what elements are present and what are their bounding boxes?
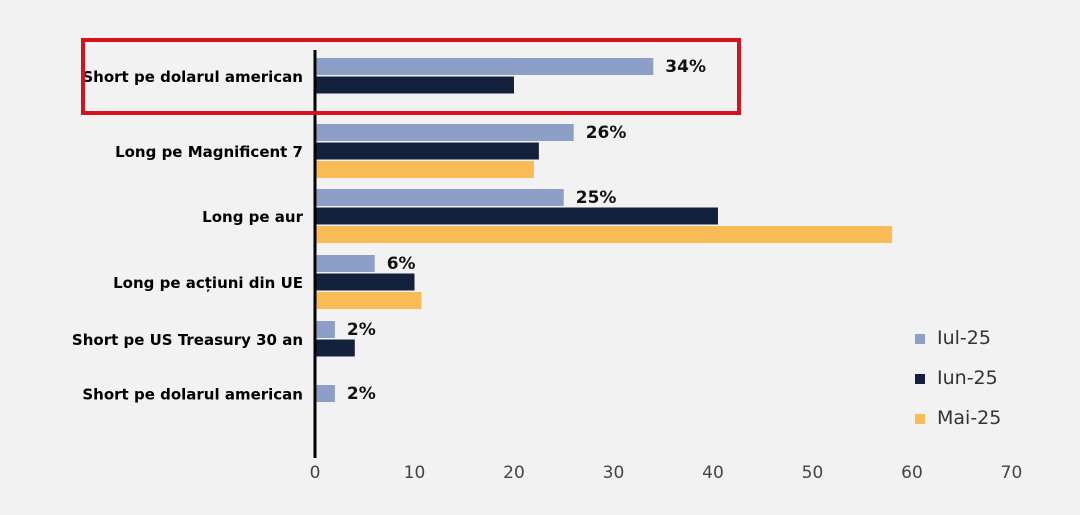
data-label: 34% bbox=[665, 57, 706, 77]
bar-iun-25-1 bbox=[315, 142, 539, 160]
bar-iul-25-3 bbox=[315, 255, 375, 272]
x-tick-label: 10 bbox=[404, 463, 426, 483]
legend-label: Iun-25 bbox=[937, 367, 998, 389]
bar-iul-25-5 bbox=[315, 385, 335, 402]
bar-mai-25-2 bbox=[315, 226, 893, 243]
data-label: 2% bbox=[347, 384, 376, 404]
category-label: Long pe acțiuni din UE bbox=[113, 274, 303, 292]
legend-label: Mai-25 bbox=[937, 407, 1001, 429]
bar-mai-25-1 bbox=[315, 161, 534, 178]
x-tick-label: 20 bbox=[503, 463, 525, 483]
data-label: 6% bbox=[387, 254, 416, 274]
category-label: Short pe dolarul american bbox=[82, 68, 303, 86]
legend-swatch-iul-25 bbox=[915, 334, 925, 344]
bar-iun-25-3 bbox=[315, 273, 415, 291]
x-tick-label: 60 bbox=[901, 463, 923, 483]
legend-label: Iul-25 bbox=[937, 327, 991, 349]
x-tick-label: 30 bbox=[603, 463, 625, 483]
x-tick-label: 70 bbox=[1001, 463, 1023, 483]
highlight-box bbox=[81, 38, 741, 115]
bar-iun-25-2 bbox=[315, 207, 718, 225]
bar-iul-25-2 bbox=[315, 189, 564, 206]
bar-iul-25-1 bbox=[315, 124, 574, 141]
bar-iun-25-0 bbox=[315, 76, 514, 94]
data-label: 25% bbox=[576, 188, 617, 208]
x-tick-label: 40 bbox=[702, 463, 724, 483]
category-label: Short pe dolarul american bbox=[82, 386, 303, 404]
x-tick-label: 0 bbox=[310, 463, 321, 483]
bar-mai-25-3 bbox=[315, 292, 422, 309]
legend-swatch-mai-25 bbox=[915, 414, 925, 424]
category-label: Long pe aur bbox=[202, 208, 303, 226]
bar-iul-25-4 bbox=[315, 321, 335, 338]
bar-iun-25-4 bbox=[315, 339, 355, 357]
legend-swatch-iun-25 bbox=[915, 374, 925, 384]
category-label: Short pe US Treasury 30 an bbox=[72, 331, 303, 349]
bar-iul-25-0 bbox=[315, 58, 654, 75]
x-tick-label: 50 bbox=[802, 463, 824, 483]
category-label: Long pe Magnificent 7 bbox=[115, 143, 303, 161]
data-label: 26% bbox=[586, 123, 627, 143]
data-label: 2% bbox=[347, 320, 376, 340]
